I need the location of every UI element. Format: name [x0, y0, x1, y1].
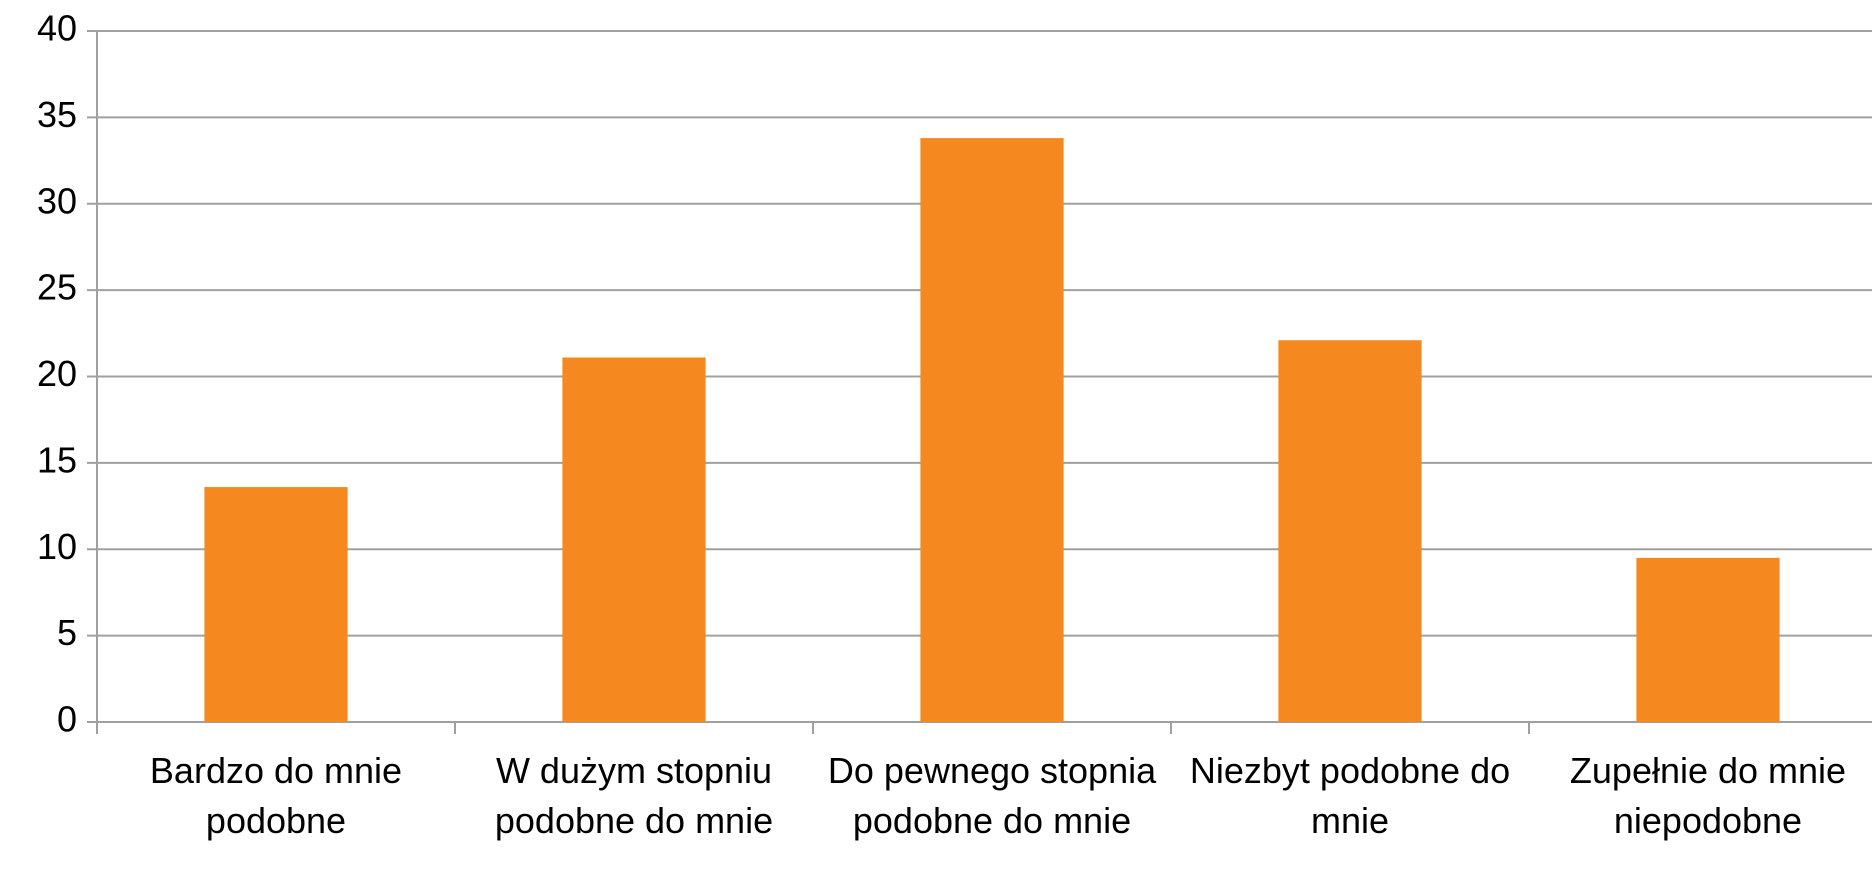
y-tick-label: 30	[37, 180, 77, 221]
y-tick-label: 35	[37, 94, 77, 135]
bar	[562, 357, 706, 722]
x-tick-label-box: Niezbyt podobne do mnie	[1189, 750, 1511, 841]
x-tick-label-box: Bardzo do mnie podobne	[149, 750, 403, 841]
x-tick-label: Do pewnego stopnia podobne do mnie	[827, 750, 1157, 841]
bar	[920, 138, 1064, 723]
x-tick-label: Bardzo do mnie podobne	[149, 750, 403, 841]
y-tick-label: 0	[57, 699, 77, 740]
x-tick-label-box: Zupełnie do mnie niepodobne	[1569, 750, 1847, 841]
x-tick-label: Zupełnie do mnie niepodobne	[1569, 750, 1847, 841]
y-tick-label: 40	[37, 8, 77, 49]
x-tick-label: W dużym stopniu podobne do mnie	[494, 750, 774, 841]
y-tick-label: 10	[37, 526, 77, 567]
y-tick-label: 15	[37, 439, 77, 480]
x-tick-label-box: W dużym stopniu podobne do mnie	[494, 750, 774, 841]
x-tick-label: Niezbyt podobne do mnie	[1189, 750, 1511, 841]
x-tick-label-box: Do pewnego stopnia podobne do mnie	[827, 750, 1157, 841]
bar	[1636, 557, 1780, 722]
y-tick-label: 5	[57, 612, 77, 653]
bar	[204, 487, 348, 722]
y-tick-label: 20	[37, 353, 77, 394]
y-tick-label: 25	[37, 267, 77, 308]
bar	[1278, 340, 1422, 722]
